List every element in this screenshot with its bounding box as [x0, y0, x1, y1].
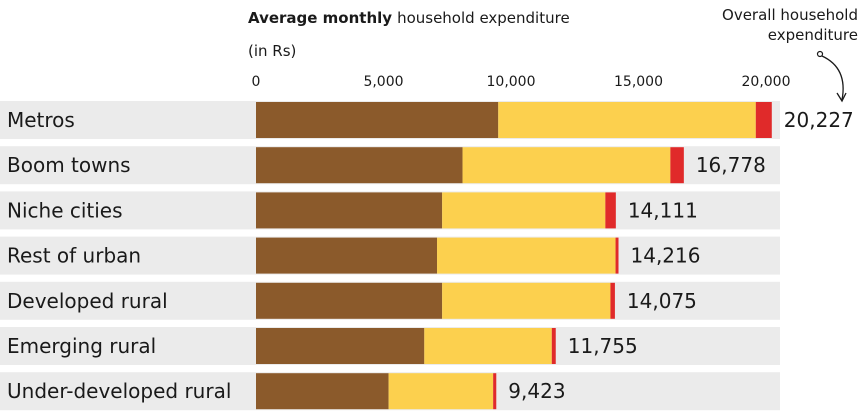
chart-subtitle: (in Rs)	[248, 42, 296, 60]
bar-segment-1	[437, 237, 616, 274]
annotation-curve	[821, 55, 844, 101]
tick-label: 0	[252, 74, 261, 90]
tick-label: 15,000	[614, 74, 663, 90]
category-label: Rest of urban	[7, 244, 141, 268]
annotation-line-1: Overall household	[722, 6, 858, 24]
bar-segment-0	[256, 102, 499, 138]
category-label: Niche cities	[7, 198, 123, 222]
bar-segment-1	[388, 373, 494, 410]
bar-segment-2	[615, 237, 619, 274]
bar-segment-0	[256, 328, 425, 364]
chart-title-rest: household expenditure	[397, 9, 570, 27]
bar-segment-0	[256, 192, 443, 229]
category-label: Metros	[7, 108, 75, 132]
chart-row: Under-developed rural 9,423	[0, 372, 780, 411]
total-label: 20,227	[784, 108, 854, 132]
bar-segment-2	[493, 373, 497, 410]
chart-title-bold: Average monthly	[248, 9, 392, 27]
chart-row: Rest of urban 14,216	[0, 236, 780, 275]
category-label: Under-developed rural	[7, 379, 231, 403]
bar-segment-1	[462, 147, 671, 184]
chart-rows: Metros 20,227 Boom towns 16,778 Niche cities…	[0, 101, 854, 411]
bar-segment-1	[424, 328, 552, 364]
bar-segment-2	[551, 328, 556, 364]
bar-segment-2	[670, 147, 684, 184]
bar-segment-1	[442, 192, 606, 229]
bar-segment-1	[498, 102, 756, 138]
chart-title: Average monthly household expenditure	[248, 9, 570, 27]
chart-row: Metros 20,227	[0, 101, 854, 139]
category-label: Developed rural	[7, 289, 168, 313]
annotation-line-2: expenditure	[768, 26, 858, 44]
total-label: 9,423	[508, 379, 565, 403]
total-label: 16,778	[696, 153, 766, 177]
annotation-arrowhead	[836, 92, 847, 103]
chart-row: Emerging rural 11,755	[0, 327, 780, 365]
annotation-pointer	[816, 50, 847, 103]
tick-label: 10,000	[487, 74, 536, 90]
chart-row: Boom towns 16,778	[0, 146, 780, 185]
bar-segment-2	[605, 192, 616, 229]
chart-row: Niche cities 14,111	[0, 191, 780, 230]
bar-segment-0	[256, 282, 443, 319]
annotation-dot	[816, 50, 824, 58]
chart-row: Developed rural 14,075	[0, 281, 780, 320]
bar-segment-0	[256, 237, 438, 274]
category-label: Emerging rural	[7, 334, 156, 358]
bar-segment-0	[256, 147, 463, 184]
category-label: Boom towns	[7, 153, 131, 177]
total-label: 14,075	[627, 289, 697, 313]
total-label: 14,111	[628, 198, 698, 222]
bar-segment-0	[256, 373, 389, 410]
bar-segment-1	[442, 282, 611, 319]
total-label: 14,216	[631, 244, 701, 268]
tick-label: 5,000	[363, 74, 403, 90]
bar-segment-2	[755, 102, 772, 138]
tick-label: 20,000	[742, 74, 791, 90]
bar-segment-2	[610, 282, 615, 319]
total-label: 11,755	[568, 334, 638, 358]
x-axis-ticks: 0 5,000 10,000 15,000 20,000	[252, 74, 791, 90]
